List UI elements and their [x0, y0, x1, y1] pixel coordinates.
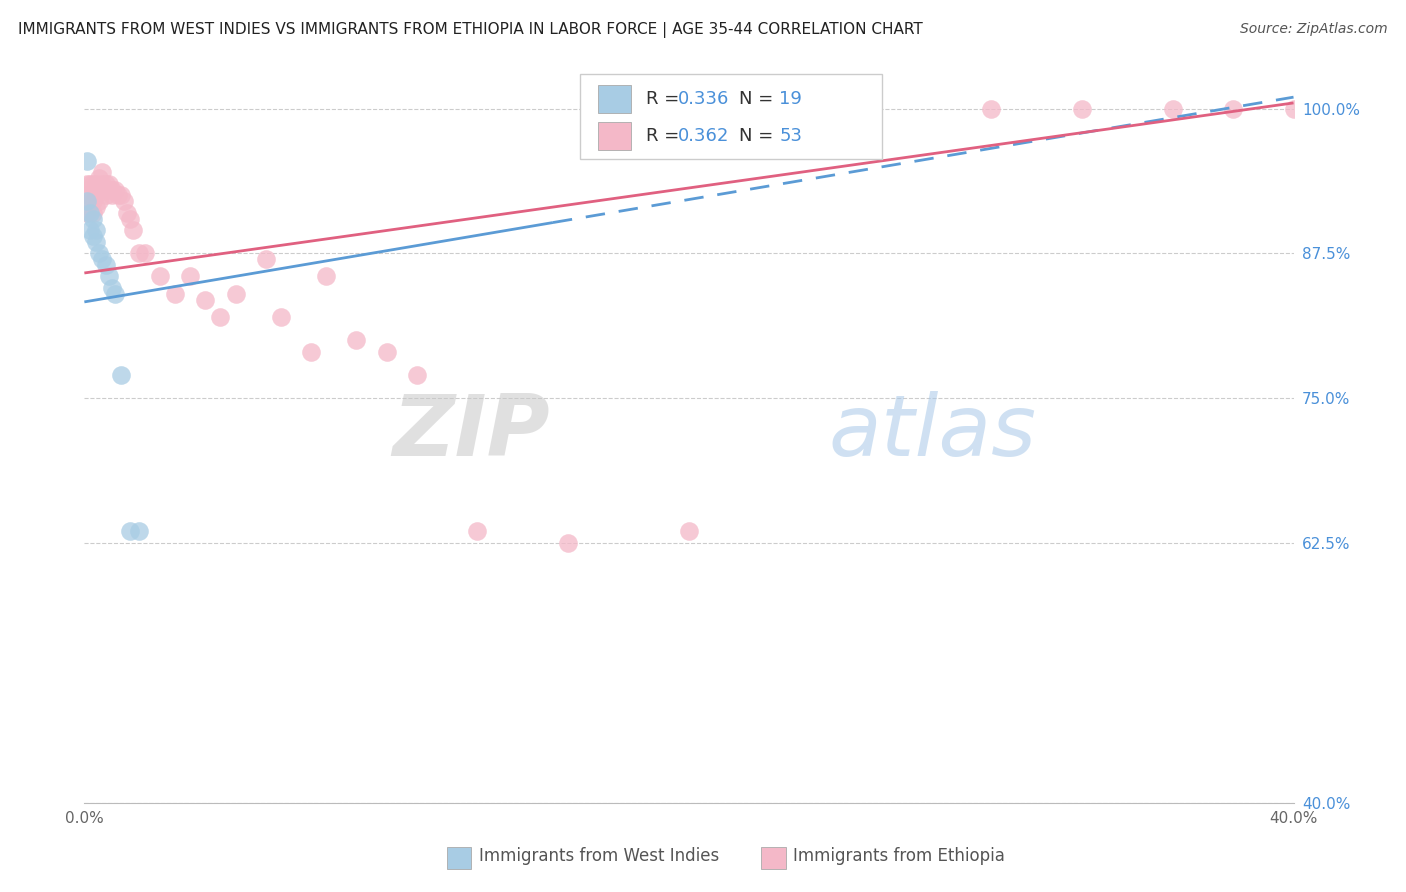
Text: 0.362: 0.362: [678, 127, 728, 145]
Point: [100, 183, 122, 197]
Point: [100, 188, 122, 202]
FancyBboxPatch shape: [447, 847, 471, 870]
Point: [76, 206, 98, 220]
Point: [82, 206, 104, 220]
Point: [104, 183, 127, 197]
Point: [110, 368, 132, 382]
Point: [82, 211, 104, 226]
Point: [254, 252, 277, 266]
Point: [76, 153, 98, 168]
Point: [89, 183, 111, 197]
Point: [97, 183, 120, 197]
Point: [1222, 102, 1244, 116]
Text: Source: ZipAtlas.com: Source: ZipAtlas.com: [1240, 22, 1388, 37]
Point: [662, 102, 685, 116]
Point: [91, 252, 114, 266]
Point: [86, 200, 108, 214]
Point: [104, 286, 127, 301]
Point: [86, 188, 108, 202]
Text: atlas: atlas: [828, 391, 1036, 475]
Point: [225, 286, 247, 301]
Point: [89, 194, 111, 209]
Point: [79, 223, 101, 237]
Point: [118, 524, 141, 538]
Point: [94, 177, 117, 191]
Point: [1161, 102, 1184, 116]
Point: [128, 246, 150, 260]
Point: [270, 310, 292, 324]
Text: Immigrants from West Indies: Immigrants from West Indies: [478, 847, 718, 865]
Point: [100, 281, 122, 295]
Point: [1282, 102, 1305, 116]
Point: [79, 194, 101, 209]
Point: [76, 188, 98, 202]
Point: [723, 102, 745, 116]
Point: [299, 344, 322, 359]
Point: [82, 177, 104, 191]
Point: [97, 177, 120, 191]
Point: [91, 165, 114, 179]
Point: [86, 223, 108, 237]
Point: [557, 535, 579, 549]
Point: [375, 344, 398, 359]
Point: [121, 223, 143, 237]
FancyBboxPatch shape: [581, 73, 883, 159]
Point: [82, 194, 104, 209]
Point: [149, 269, 172, 284]
Point: [179, 269, 201, 284]
Point: [107, 188, 129, 202]
Point: [86, 177, 108, 191]
Text: N =: N =: [738, 127, 779, 145]
Point: [76, 194, 98, 209]
Point: [134, 246, 156, 260]
Text: N =: N =: [738, 90, 779, 108]
Text: 0.336: 0.336: [678, 90, 728, 108]
Point: [406, 368, 429, 382]
Point: [346, 333, 368, 347]
Point: [94, 258, 117, 272]
Point: [1071, 102, 1094, 116]
Point: [86, 235, 108, 249]
Point: [97, 269, 120, 284]
Point: [79, 206, 101, 220]
FancyBboxPatch shape: [598, 85, 631, 113]
Point: [89, 171, 111, 186]
Point: [467, 524, 489, 538]
Point: [82, 229, 104, 244]
Text: Immigrants from Ethiopia: Immigrants from Ethiopia: [793, 847, 1005, 865]
Point: [165, 286, 187, 301]
Point: [209, 310, 232, 324]
Point: [79, 177, 101, 191]
FancyBboxPatch shape: [598, 121, 631, 150]
Point: [980, 102, 1002, 116]
Point: [94, 188, 117, 202]
Text: R =: R =: [645, 90, 685, 108]
Point: [89, 246, 111, 260]
Point: [112, 194, 135, 209]
Text: R =: R =: [645, 127, 685, 145]
Point: [315, 269, 337, 284]
Text: 19: 19: [779, 90, 801, 108]
Text: 53: 53: [779, 127, 803, 145]
Text: ZIP: ZIP: [392, 391, 550, 475]
Point: [76, 177, 98, 191]
Point: [91, 177, 114, 191]
Point: [110, 188, 132, 202]
Point: [115, 206, 138, 220]
FancyBboxPatch shape: [762, 847, 786, 870]
Point: [799, 102, 821, 116]
Point: [118, 211, 141, 226]
Point: [128, 524, 150, 538]
Point: [678, 524, 700, 538]
Point: [194, 293, 217, 307]
Text: IMMIGRANTS FROM WEST INDIES VS IMMIGRANTS FROM ETHIOPIA IN LABOR FORCE | AGE 35-: IMMIGRANTS FROM WEST INDIES VS IMMIGRANT…: [18, 22, 922, 38]
